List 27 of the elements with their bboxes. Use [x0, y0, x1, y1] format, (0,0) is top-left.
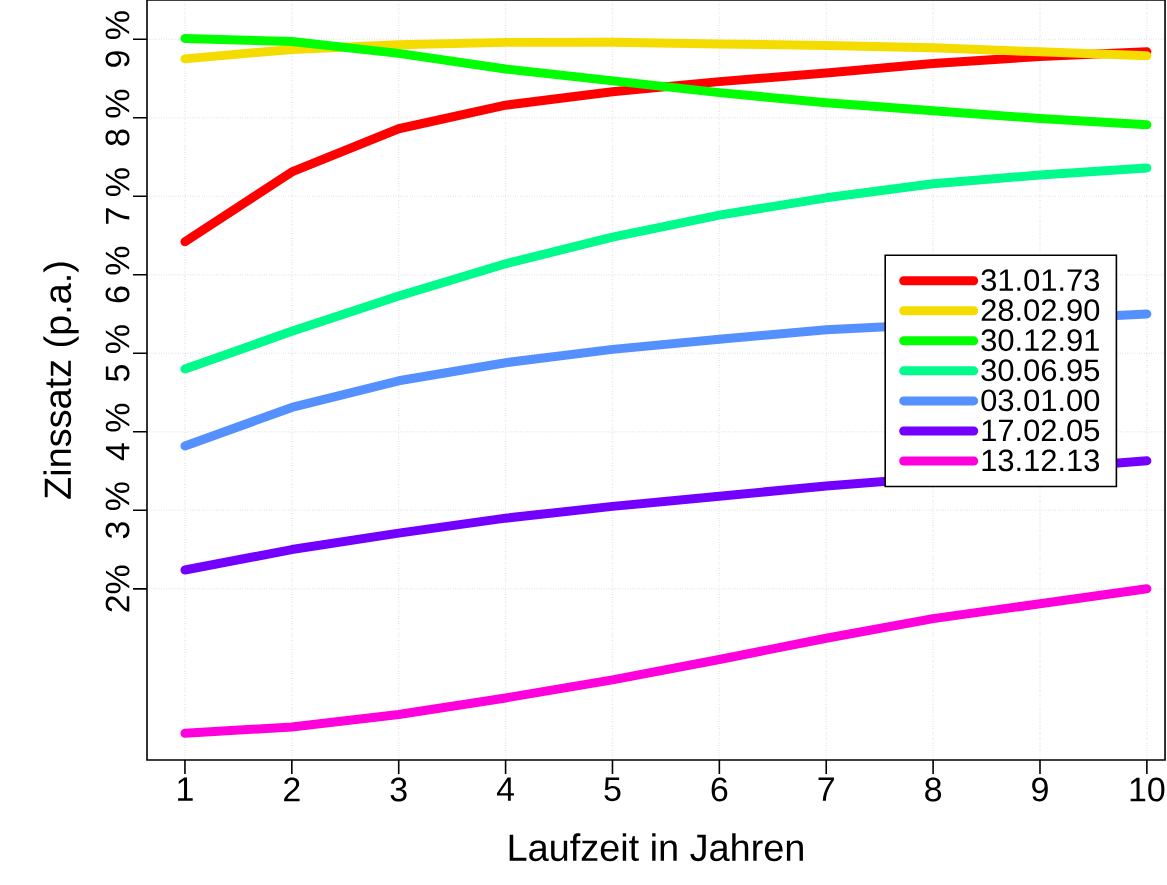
- legend-label: 13.12.13: [982, 449, 1100, 472]
- x-tick-label: 5: [604, 777, 621, 802]
- y-tick-label: 7 %: [105, 168, 130, 224]
- y-tick-label: 9 %: [105, 11, 130, 67]
- y-tick-label: 6 %: [105, 246, 130, 303]
- x-tick-label: 6: [711, 777, 728, 802]
- y-axis-title: Zinssatz (p.a.): [43, 262, 79, 499]
- x-tick-label: 4: [496, 777, 515, 801]
- y-tick-label: 3 %: [105, 482, 130, 539]
- y-tick-label: 4 %: [105, 403, 130, 461]
- x-tick-label: 9: [1032, 777, 1048, 802]
- x-tick-label: 8: [925, 777, 942, 802]
- legend-label: 30.06.95: [981, 359, 1100, 382]
- x-tick-label: 2: [284, 777, 300, 802]
- y-tick-label: 5 %: [105, 325, 130, 382]
- legend-label: 17.02.05: [982, 419, 1100, 442]
- legend-label: 30.12.91: [981, 329, 1099, 352]
- x-tick-label: 7: [818, 777, 834, 801]
- x-tick-label: 10: [1130, 777, 1165, 802]
- x-axis-title: Laufzeit in Jahren: [509, 833, 803, 862]
- y-tick-label: 8 %: [105, 89, 130, 146]
- x-tick-label: 1: [178, 777, 193, 801]
- legend-label: 03.01.00: [981, 389, 1100, 412]
- y-tick-label: 2%: [105, 565, 130, 612]
- legend-label: 31.01.73: [981, 269, 1100, 292]
- legend-label: 28.02.90: [981, 299, 1100, 322]
- x-tick-label: 3: [390, 777, 407, 802]
